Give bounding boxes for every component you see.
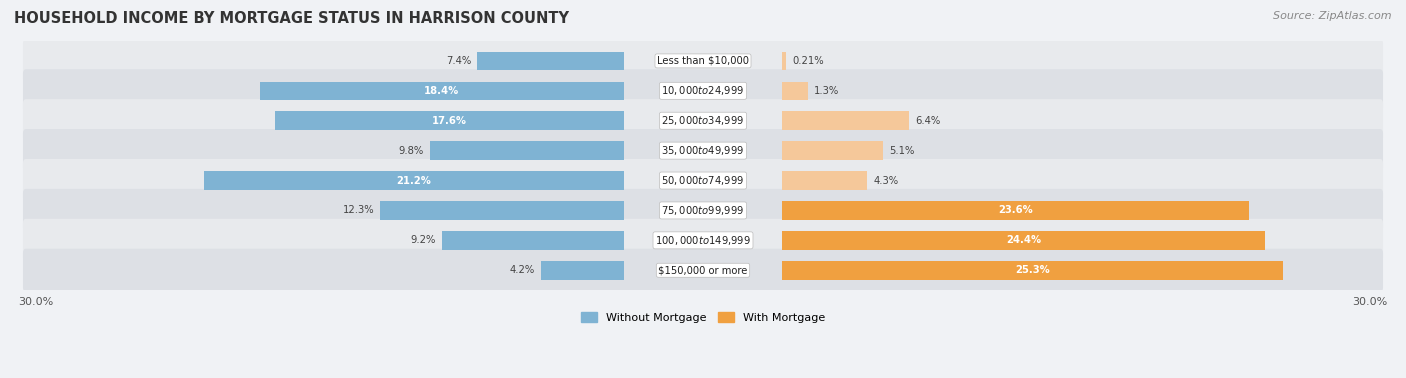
Bar — [477, 52, 624, 70]
FancyBboxPatch shape — [22, 69, 1384, 112]
FancyBboxPatch shape — [22, 129, 1384, 172]
Bar — [782, 261, 1284, 280]
Text: $10,000 to $24,999: $10,000 to $24,999 — [661, 84, 745, 97]
Bar — [782, 171, 868, 190]
Text: $35,000 to $49,999: $35,000 to $49,999 — [661, 144, 745, 157]
Bar — [380, 201, 624, 220]
Text: 1.3%: 1.3% — [814, 86, 839, 96]
Text: $50,000 to $74,999: $50,000 to $74,999 — [661, 174, 745, 187]
Bar — [782, 201, 1250, 220]
Text: 4.2%: 4.2% — [509, 265, 534, 275]
FancyBboxPatch shape — [22, 249, 1384, 292]
Text: 17.6%: 17.6% — [432, 116, 467, 126]
Bar — [782, 82, 808, 100]
Text: 0.21%: 0.21% — [793, 56, 824, 66]
Legend: Without Mortgage, With Mortgage: Without Mortgage, With Mortgage — [575, 307, 831, 329]
Text: Less than $10,000: Less than $10,000 — [657, 56, 749, 66]
FancyBboxPatch shape — [22, 219, 1384, 262]
Text: 6.4%: 6.4% — [915, 116, 941, 126]
Bar — [204, 171, 624, 190]
Text: 12.3%: 12.3% — [343, 206, 374, 215]
Text: 21.2%: 21.2% — [396, 175, 432, 186]
Text: 25.3%: 25.3% — [1015, 265, 1050, 275]
Text: 5.1%: 5.1% — [889, 146, 914, 156]
FancyBboxPatch shape — [22, 159, 1384, 202]
Bar — [782, 112, 908, 130]
Text: 4.3%: 4.3% — [873, 175, 898, 186]
FancyBboxPatch shape — [22, 99, 1384, 142]
Bar — [276, 112, 624, 130]
Text: 7.4%: 7.4% — [446, 56, 471, 66]
Bar — [430, 141, 624, 160]
Text: Source: ZipAtlas.com: Source: ZipAtlas.com — [1274, 11, 1392, 21]
Text: 23.6%: 23.6% — [998, 206, 1033, 215]
Bar — [441, 231, 624, 249]
Text: 24.4%: 24.4% — [1007, 235, 1042, 245]
Text: 18.4%: 18.4% — [425, 86, 460, 96]
Text: 9.8%: 9.8% — [399, 146, 423, 156]
Text: $25,000 to $34,999: $25,000 to $34,999 — [661, 114, 745, 127]
Text: HOUSEHOLD INCOME BY MORTGAGE STATUS IN HARRISON COUNTY: HOUSEHOLD INCOME BY MORTGAGE STATUS IN H… — [14, 11, 569, 26]
Text: $150,000 or more: $150,000 or more — [658, 265, 748, 275]
FancyBboxPatch shape — [22, 39, 1384, 82]
Bar — [782, 52, 786, 70]
Text: 9.2%: 9.2% — [411, 235, 436, 245]
Bar — [782, 231, 1265, 249]
Text: $100,000 to $149,999: $100,000 to $149,999 — [655, 234, 751, 247]
Bar — [541, 261, 624, 280]
Text: $75,000 to $99,999: $75,000 to $99,999 — [661, 204, 745, 217]
Bar — [260, 82, 624, 100]
Bar — [782, 141, 883, 160]
FancyBboxPatch shape — [22, 189, 1384, 232]
